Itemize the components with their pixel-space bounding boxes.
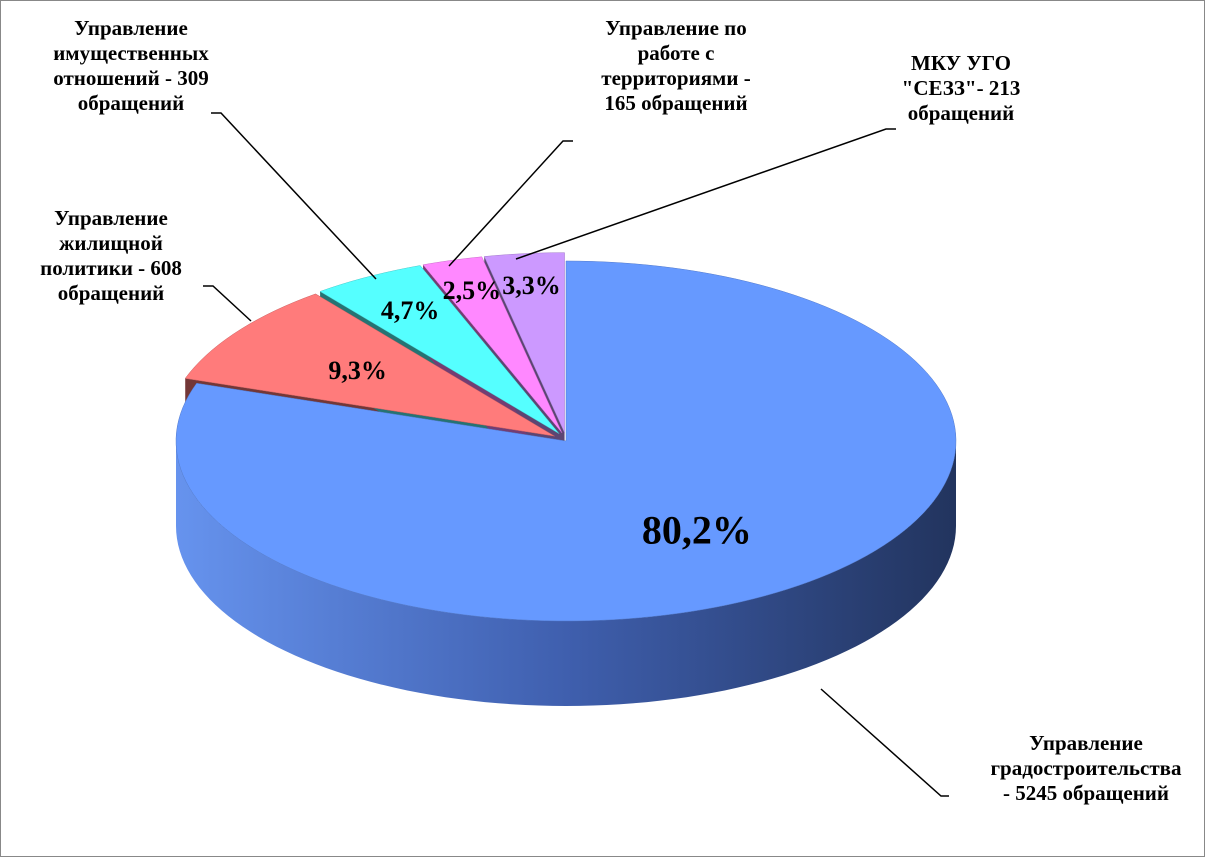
data-label: 4,7%	[380, 296, 440, 326]
slice	[422, 256, 563, 434]
slice	[483, 252, 565, 433]
leader-line	[820, 688, 949, 797]
category-label: Управление имущественных отношений - 309…	[53, 16, 209, 115]
leader-line	[203, 285, 252, 322]
leader-line	[211, 112, 377, 280]
category-label: Управление градостроительства - 5245 обр…	[990, 731, 1182, 805]
leader-line	[515, 128, 896, 260]
data-label: 9,3%	[328, 356, 387, 386]
slice-wall	[176, 441, 956, 706]
data-label: 80,2%	[641, 507, 752, 552]
data-label: 3,3%	[502, 270, 561, 300]
category-label: Управление жилищной политики - 608 обращ…	[40, 206, 182, 305]
category-label: Управление по работе с территориями - 16…	[601, 16, 751, 115]
category-label: МКУ УГО "СЕЗЗ"- 213 обращений	[901, 51, 1021, 125]
slice	[319, 265, 560, 434]
leader-line	[448, 140, 573, 267]
pie	[175, 252, 957, 706]
data-label: 2,5%	[442, 276, 502, 306]
slice	[184, 293, 555, 437]
slice	[175, 260, 957, 622]
